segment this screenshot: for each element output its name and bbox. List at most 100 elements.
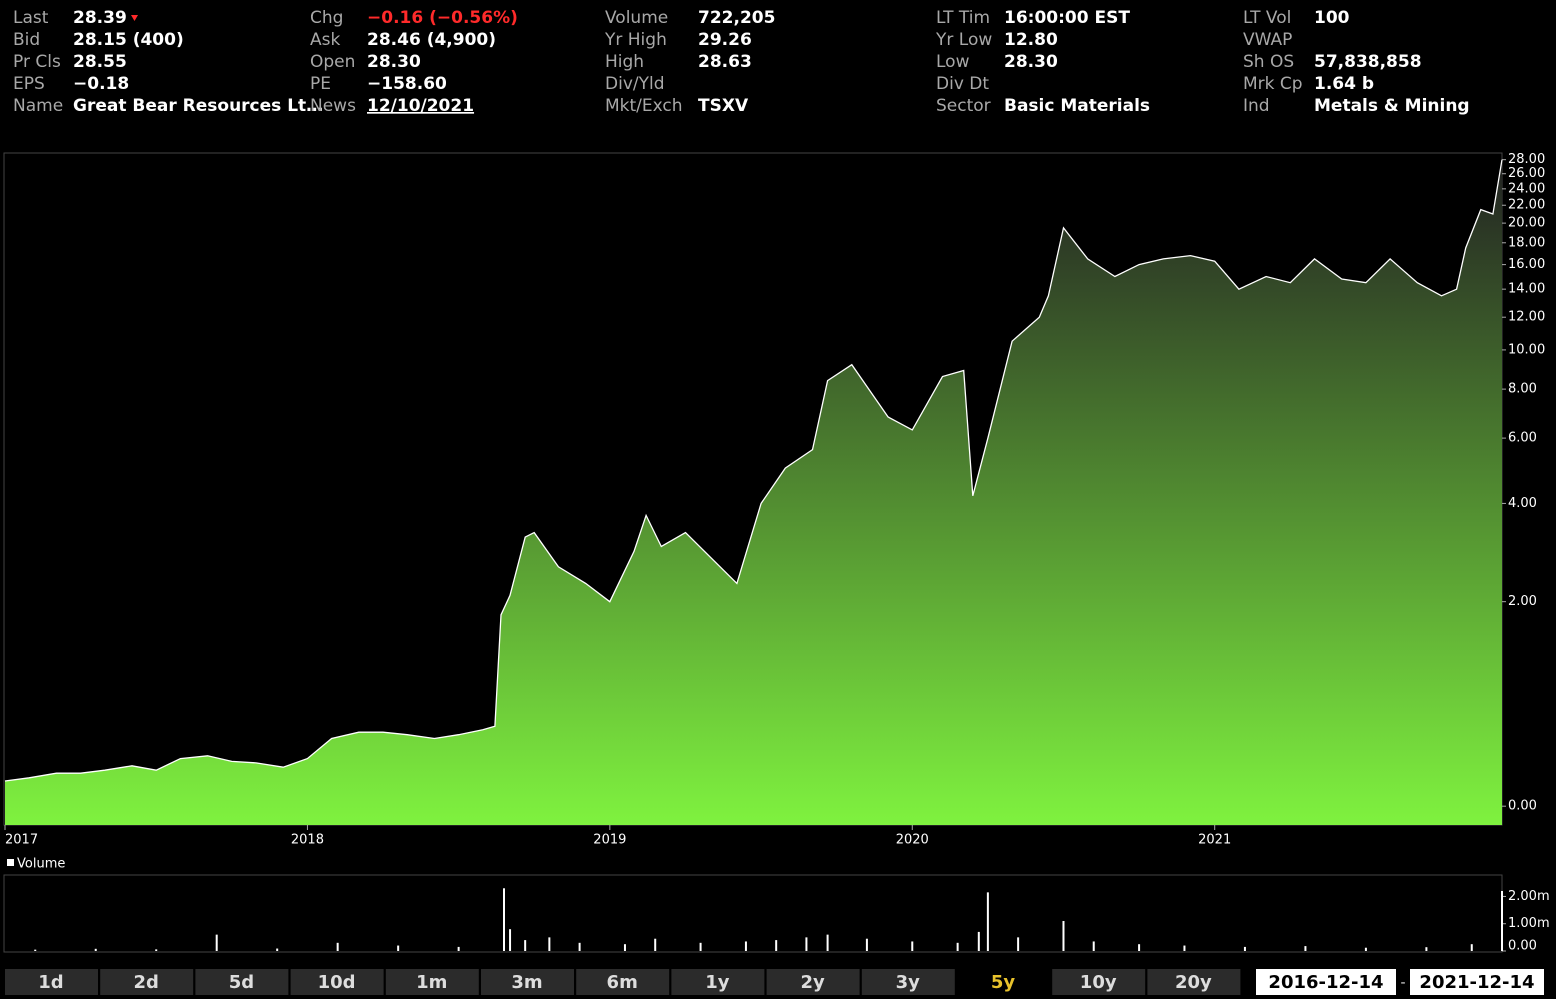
range-button-label[interactable]: 10y bbox=[1080, 972, 1117, 993]
start-date-box[interactable] bbox=[1256, 969, 1396, 995]
field-label: Last bbox=[13, 8, 49, 28]
y-tick-label: 20.00 bbox=[1508, 216, 1545, 231]
range-button[interactable] bbox=[766, 969, 860, 995]
field-label: Open bbox=[310, 52, 355, 72]
field-label: VWAP bbox=[1243, 30, 1292, 50]
range-button-label[interactable]: 3m bbox=[511, 972, 542, 993]
volume-title: Volume bbox=[17, 857, 65, 872]
y-tick-label: 0.00 bbox=[1508, 939, 1537, 954]
range-button-label[interactable]: 5d bbox=[229, 972, 254, 993]
field-value: −158.60 bbox=[367, 74, 447, 94]
field-value: 57,838,858 bbox=[1314, 52, 1422, 72]
range-button[interactable] bbox=[385, 969, 479, 995]
range-button-label[interactable]: 10d bbox=[318, 972, 356, 993]
volume-bar bbox=[397, 945, 400, 951]
field-value[interactable]: 12/10/2021 bbox=[367, 96, 474, 116]
start-date[interactable]: 2016-12-14 bbox=[1268, 972, 1383, 993]
volume-bar bbox=[1092, 941, 1095, 951]
field-value: Basic Materials bbox=[1004, 96, 1150, 116]
range-button-label[interactable]: 1m bbox=[416, 972, 447, 993]
volume-bar bbox=[775, 940, 778, 951]
field-value: TSXV bbox=[698, 96, 749, 116]
y-tick-label: 26.00 bbox=[1508, 166, 1545, 181]
y-tick-label: 28.00 bbox=[1508, 152, 1545, 167]
volume-bar bbox=[1364, 947, 1367, 951]
range-button-label[interactable]: 3y bbox=[896, 972, 921, 993]
volume-bar bbox=[826, 934, 829, 951]
volume-bar bbox=[1062, 921, 1065, 951]
volume-bar bbox=[1425, 947, 1428, 951]
x-tick-label: 2020 bbox=[896, 833, 929, 848]
y-tick-label: 8.00 bbox=[1508, 382, 1537, 397]
field-value: 100 bbox=[1314, 8, 1350, 28]
range-button[interactable] bbox=[481, 969, 574, 995]
y-tick-label: 18.00 bbox=[1508, 235, 1545, 250]
range-button-label[interactable]: 1d bbox=[38, 972, 63, 993]
range-button[interactable] bbox=[195, 969, 289, 995]
x-tick-label: 2021 bbox=[1198, 833, 1231, 848]
volume-bar bbox=[1470, 944, 1473, 951]
range-button[interactable] bbox=[1052, 969, 1146, 995]
volume-bar bbox=[805, 937, 808, 951]
field-label: Volume bbox=[605, 8, 668, 28]
y-tick-label: 6.00 bbox=[1508, 431, 1537, 446]
field-value: Great Bear Resources Lt… bbox=[73, 96, 323, 116]
field-value: 16:00:00 EST bbox=[1004, 8, 1130, 28]
field-value: 29.26 bbox=[698, 30, 752, 50]
y-tick-label: 14.00 bbox=[1508, 282, 1545, 297]
range-button[interactable] bbox=[576, 969, 670, 995]
range-button[interactable] bbox=[5, 969, 98, 995]
range-button-label[interactable]: 20y bbox=[1175, 972, 1212, 993]
field-value: 28.63 bbox=[698, 52, 752, 72]
down-arrow bbox=[131, 15, 138, 21]
y-tick-label: 22.00 bbox=[1508, 198, 1545, 213]
volume-bar bbox=[524, 940, 527, 951]
end-date[interactable]: 2021-12-14 bbox=[1419, 972, 1534, 993]
field-label: PE bbox=[310, 74, 331, 94]
field-value: 28.15 (400) bbox=[73, 30, 184, 50]
field-label: Sector bbox=[936, 96, 991, 116]
y-tick-label: 10.00 bbox=[1508, 342, 1545, 357]
range-button[interactable] bbox=[100, 969, 194, 995]
range-button[interactable] bbox=[671, 969, 765, 995]
field-label: Ask bbox=[310, 30, 340, 50]
range-button-label[interactable]: 2y bbox=[800, 972, 825, 993]
x-tick-label: 2019 bbox=[593, 833, 626, 848]
range-button[interactable] bbox=[957, 969, 1050, 995]
field-label: High bbox=[605, 52, 644, 72]
volume-bar bbox=[986, 892, 989, 951]
field-label: Pr Cls bbox=[13, 52, 61, 72]
field-label: EPS bbox=[13, 74, 45, 94]
volume-bar bbox=[744, 941, 747, 951]
field-label: Mrk Cp bbox=[1243, 74, 1303, 94]
range-button[interactable] bbox=[1147, 969, 1241, 995]
volume-bar bbox=[1183, 945, 1186, 951]
y-tick-label: 16.00 bbox=[1508, 257, 1545, 272]
volume-bar bbox=[911, 941, 914, 951]
field-label: News bbox=[310, 96, 356, 116]
range-button[interactable] bbox=[861, 969, 955, 995]
end-date-box[interactable] bbox=[1410, 969, 1544, 995]
volume-bar bbox=[548, 937, 551, 951]
volume-bar bbox=[155, 949, 158, 951]
volume-bar bbox=[865, 938, 868, 951]
x-tick-label: 2017 bbox=[5, 833, 38, 848]
y-tick-label: 2.00 bbox=[1508, 594, 1537, 609]
range-button-label[interactable]: 6m bbox=[607, 972, 638, 993]
field-label: Name bbox=[13, 96, 63, 116]
volume-bar bbox=[578, 942, 581, 951]
y-tick-label: 1.00m bbox=[1508, 916, 1550, 931]
volume-bar bbox=[1501, 891, 1503, 951]
range-button-label[interactable]: 5y bbox=[991, 972, 1016, 993]
field-value: −0.18 bbox=[73, 74, 129, 94]
field-value: 12.80 bbox=[1004, 30, 1058, 50]
price-area bbox=[5, 159, 1502, 825]
volume-bar bbox=[34, 949, 37, 951]
field-label: LT Tim bbox=[936, 8, 990, 28]
range-button-label[interactable]: 1y bbox=[705, 972, 730, 993]
range-button[interactable] bbox=[290, 969, 384, 995]
range-button-label[interactable]: 2d bbox=[133, 972, 158, 993]
field-value: 28.30 bbox=[367, 52, 421, 72]
date-separator: - bbox=[1400, 975, 1405, 991]
